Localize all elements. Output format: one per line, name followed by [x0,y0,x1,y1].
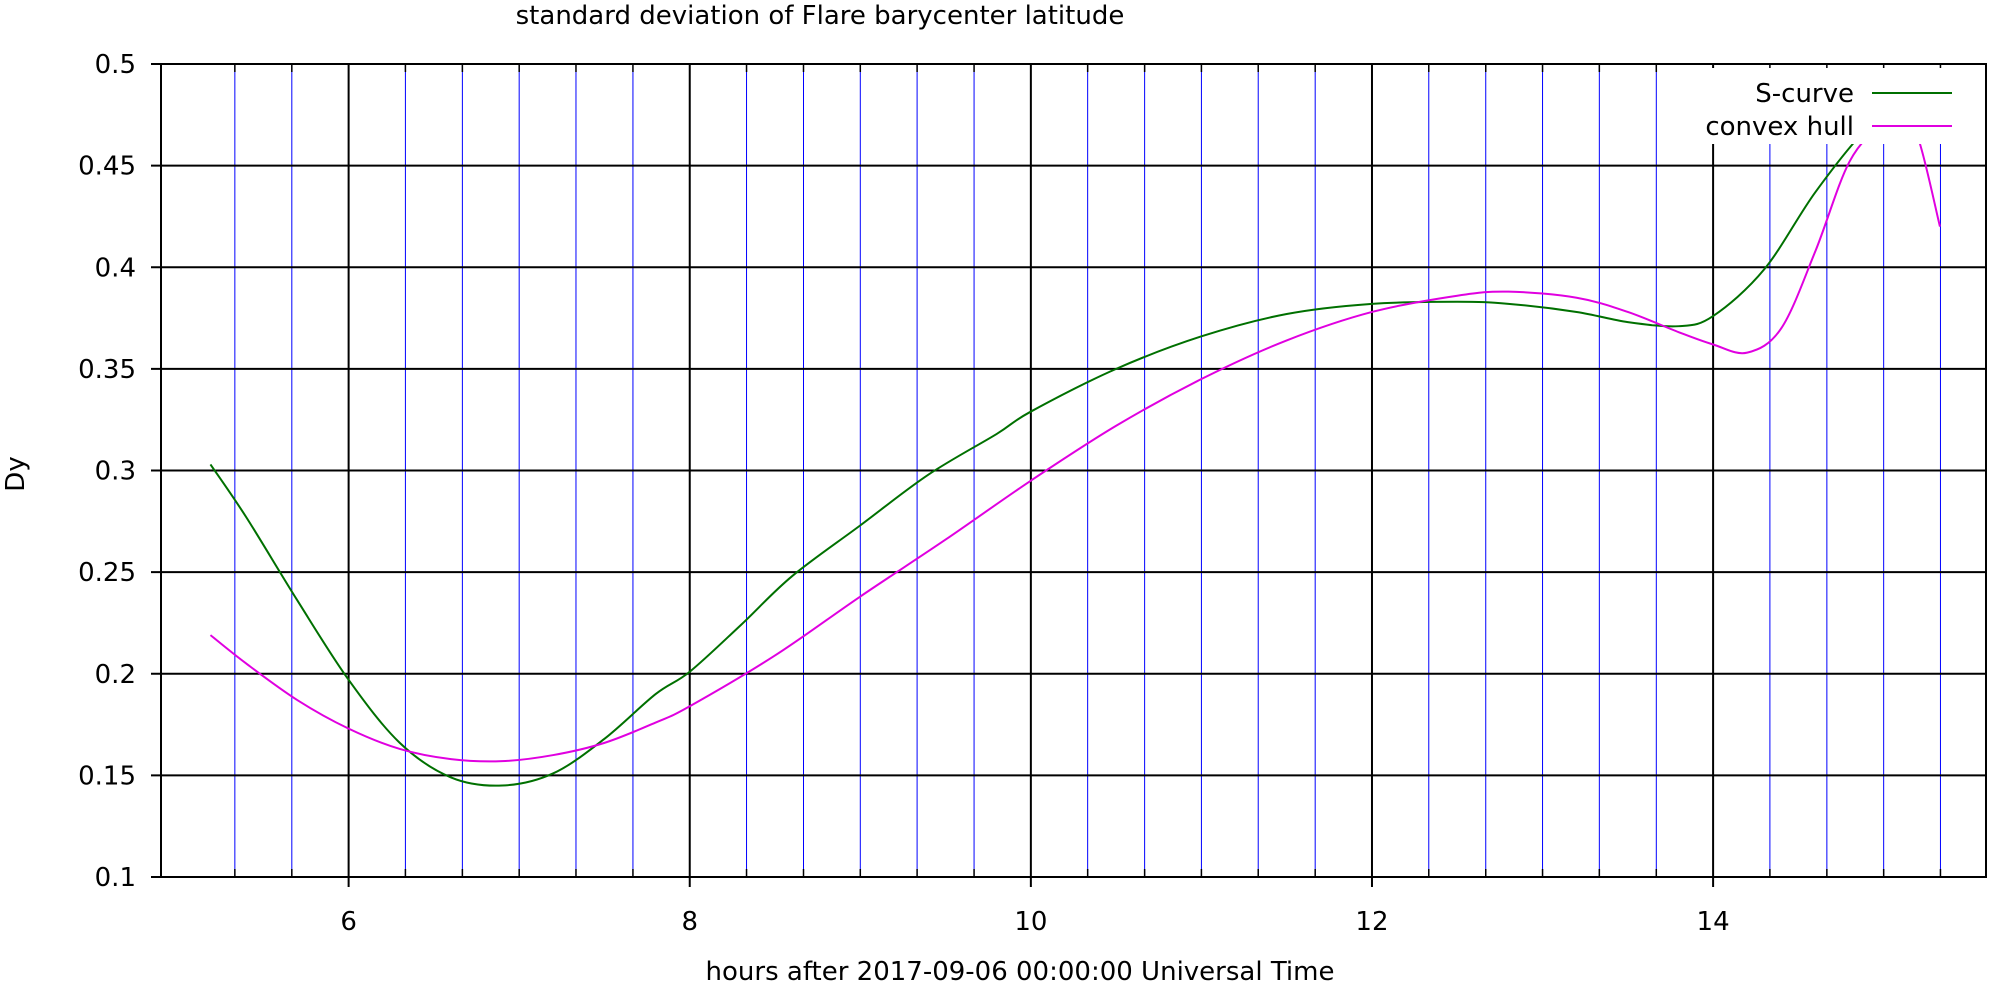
x-tick-label: 6 [340,907,357,937]
y-tick-label: 0.25 [78,558,136,588]
x-tick-label: 10 [1014,907,1047,937]
series-line-s-curve [209,106,1941,787]
y-tick-label: 0.2 [95,660,136,690]
x-axis-label: hours after 2017-09-06 00:00:00 Universa… [706,957,1335,984]
legend-label-s-curve: S-curve [1755,79,1854,109]
legend-box [1666,68,1984,144]
chart-title: standard deviation of Flare barycenter l… [516,1,1125,31]
y-tick-label: 0.4 [95,253,136,283]
x-tick-label: 12 [1355,907,1388,937]
y-axis-tick-labels: 0.1 0.15 0.2 0.25 0.3 0.35 0.4 0.45 0.5 [78,50,136,893]
x-tick-label: 8 [681,907,698,937]
series-layer [209,106,1941,787]
axis-ticks [151,63,1942,887]
y-tick-label: 0.1 [95,863,136,893]
y-tick-label: 0.15 [78,761,136,791]
x-axis-tick-labels: 6 8 10 12 14 [340,907,1729,937]
y-tick-label: 0.45 [78,152,136,182]
y-tick-label: 0.5 [95,50,136,80]
x-tick-label: 14 [1697,907,1730,937]
y-tick-label: 0.3 [95,457,136,487]
series-line-convex-hull [209,118,1941,763]
y-axis-label: Dy [1,456,31,491]
major-gridlines [161,63,1986,878]
legend-label-convex-hull: convex hull [1705,112,1854,142]
y-tick-label: 0.35 [78,355,136,385]
